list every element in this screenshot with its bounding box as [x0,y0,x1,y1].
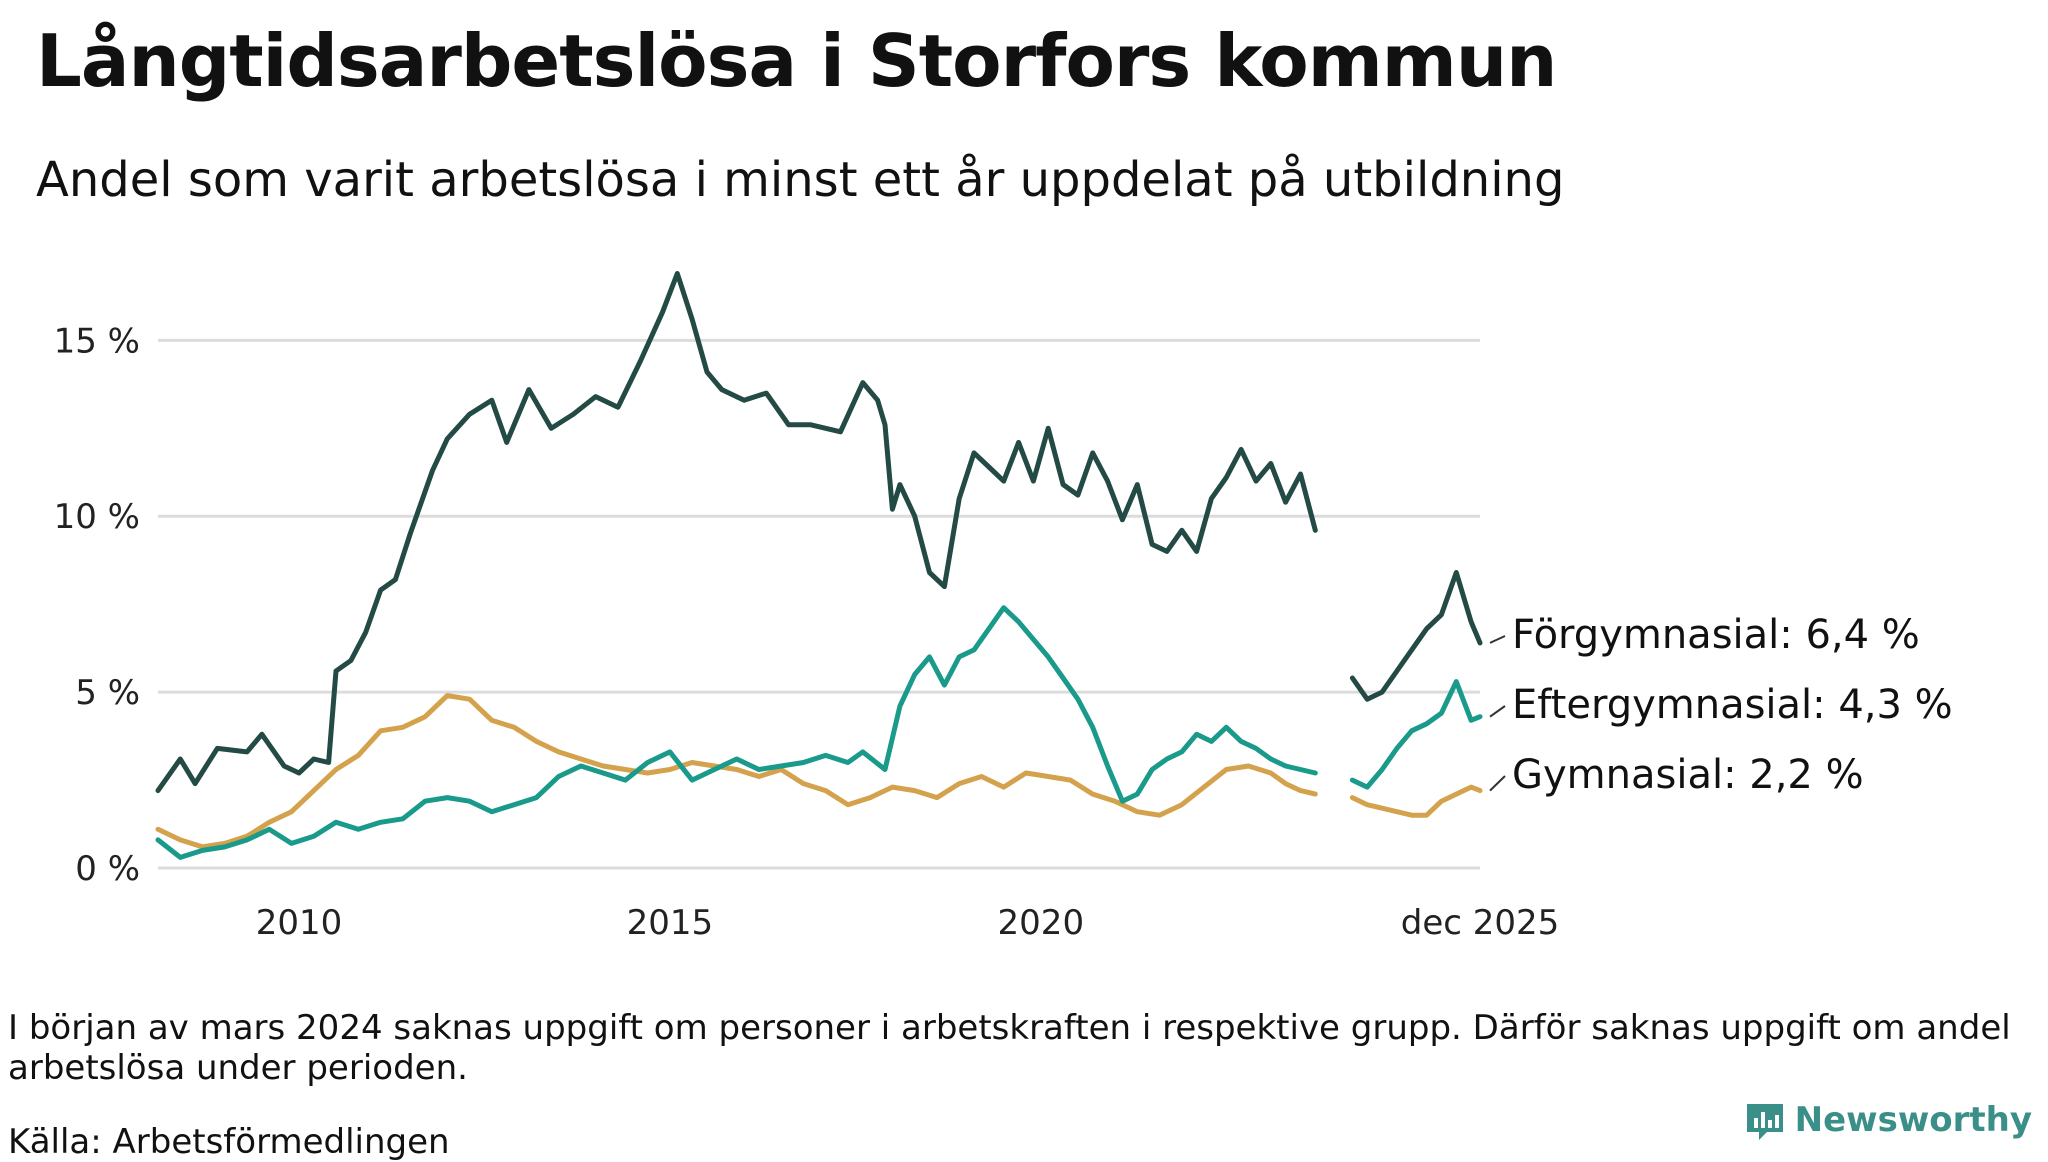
end-label-eftergymnasial: Eftergymnasial: 4,3 % [1512,682,1953,728]
footnote: I början av mars 2024 saknas uppgift om … [8,1008,2011,1088]
series-line-gymnasial-after-gap [1349,784,1483,818]
chart-title: Långtidsarbetslösa i Storfors kommun [36,19,1557,103]
y-tick-label: 5 % [75,673,140,713]
series-line-forgymnasial [155,271,1318,794]
end-label-connector [1489,775,1506,792]
end-labels: Förgymnasial: 6,4 % Eftergymnasial: 4,3 %… [1489,612,1953,798]
series-line-forgymnasial-after-gap [1349,570,1483,702]
line-chart: 0 % 5 % 10 % 15 % 2010 2015 2020 dec 2025 Förgy… [54,271,1953,943]
chart-subtitle: Andel som varit arbetslösa i minst ett å… [36,152,1565,208]
y-tick-label: 0 % [75,849,140,889]
end-label-gymnasial: Gymnasial: 2,2 % [1512,752,1864,798]
end-label-connector [1489,635,1506,644]
newsworthy-logo-icon [1746,1104,1783,1140]
brand-name: Newsworthy [1794,1100,2032,1140]
brand-logo: Newsworthy [1743,1098,2032,1142]
series-line-eftergymnasial [155,605,1318,860]
x-tick-label: 2015 [627,903,714,943]
source-credit: Källa: Arbetsförmedlingen [8,1122,450,1162]
series-line-gymnasial [155,693,1318,850]
end-label-forgymnasial: Förgymnasial: 6,4 % [1512,612,1920,658]
grid-lines: 0 % 5 % 10 % 15 % 2010 2015 2020 dec 2025 [54,321,1560,943]
y-tick-label: 15 % [54,321,140,361]
x-tick-label: 2010 [256,903,343,943]
x-tick-label: dec 2025 [1401,903,1560,943]
y-tick-label: 10 % [54,497,140,537]
end-label-connector [1489,705,1506,718]
x-tick-label: 2020 [998,903,1085,943]
series-line-eftergymnasial-after-gap [1349,679,1483,790]
series-lines [155,271,1483,860]
